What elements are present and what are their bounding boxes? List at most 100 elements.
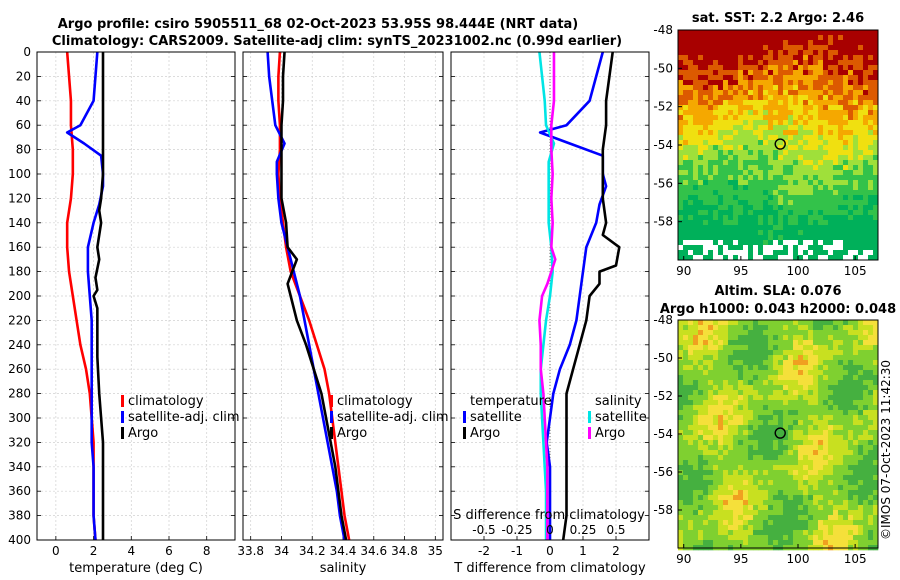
map-cell [863,110,869,116]
map-cell [728,140,734,146]
map-cell [723,240,729,246]
map-cell [683,445,689,451]
map-cell [833,60,839,66]
map-cell [748,410,754,416]
map-cell [818,125,824,131]
map-cell [708,480,714,486]
map-cell [703,460,709,466]
map-cell [763,125,769,131]
map-cell [698,510,704,516]
map-cell [808,210,814,216]
map-cell [773,470,779,476]
map-cell [683,50,689,56]
map-cell [768,75,774,81]
map-cell [728,185,734,191]
map-cell [803,220,809,226]
map-cell [753,190,759,196]
map-cell [858,350,864,356]
map-cell [838,205,844,211]
map-cell [803,115,809,121]
map-cell [853,65,859,71]
map-cell [698,60,704,66]
legend-swatch-argo [330,427,333,439]
map-cell [703,85,709,91]
map-cell [798,470,804,476]
map-cell [698,405,704,411]
map-cell [838,35,844,41]
map-cell [743,415,749,421]
map-cell [858,80,864,86]
map-cell [703,385,709,391]
map-cell [713,160,719,166]
map-cell [808,355,814,361]
map-cell [728,45,734,51]
map-cell [853,95,859,101]
map-cell [693,410,699,416]
map-cell [853,410,859,416]
map-cell [833,400,839,406]
map-cell [788,150,794,156]
map-cell [718,430,724,436]
map-cell [703,190,709,196]
map-cell [763,250,769,256]
map-cell [728,465,734,471]
map-cell [853,515,859,521]
map-cell [708,475,714,481]
map-cell [773,235,779,241]
map-cell [703,80,709,86]
map-cell [678,170,684,176]
map-cell [833,435,839,441]
map-cell [838,485,844,491]
map-cell [823,390,829,396]
map-cell [733,470,739,476]
map-cell [718,205,724,211]
map-cell [793,115,799,121]
map-cell [748,530,754,536]
map-cell [828,60,834,66]
map-cell [858,255,864,261]
map-cell [688,470,694,476]
map-cell [693,150,699,156]
map-cell [773,455,779,461]
map-cell [678,425,684,431]
map-cell [693,65,699,71]
map-cell [773,410,779,416]
map-cell [678,405,684,411]
map-cell [803,455,809,461]
map-cell [738,170,744,176]
map-cell [708,320,714,326]
map-cell [873,85,879,91]
map-cell [758,530,764,536]
map-cell [778,345,784,351]
map-cell [728,515,734,521]
map-cell [743,380,749,386]
map-cell [743,480,749,486]
map-cell [778,375,784,381]
map-cell [843,385,849,391]
map-cell [873,375,879,381]
map-cell [748,130,754,136]
map-cell [733,220,739,226]
map-cell [683,250,689,256]
map-cell [793,505,799,511]
map-cell [783,495,789,501]
map-cell [763,385,769,391]
map-cell [703,325,709,331]
map-cell [843,150,849,156]
map-cell [818,110,824,116]
map-cell [683,230,689,236]
map-cell [873,30,879,36]
map-cell [693,175,699,181]
map-cell [703,160,709,166]
map-cell [738,45,744,51]
map-cell [838,80,844,86]
map-cell [843,390,849,396]
map-cell [713,125,719,131]
map-cell [678,240,684,246]
map-cell [723,140,729,146]
map-cell [738,360,744,366]
map-cell [848,470,854,476]
map-cell [678,435,684,441]
map-cell [788,65,794,71]
map-cell [698,195,704,201]
